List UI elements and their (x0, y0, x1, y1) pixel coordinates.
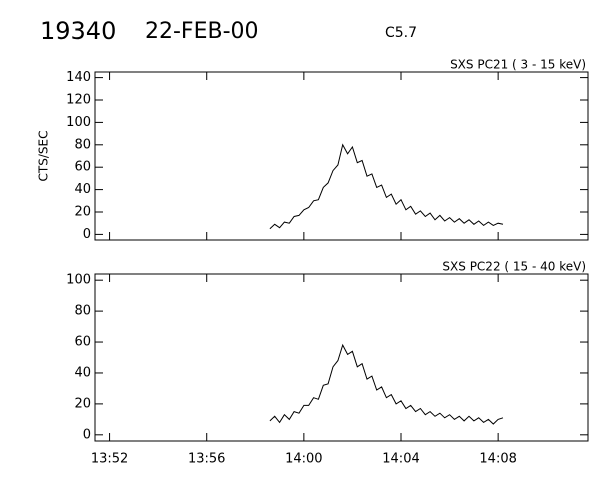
y-tick-label: 0 (83, 227, 91, 242)
y-tick-label: 60 (74, 160, 91, 175)
annotation: C5.7 (385, 25, 417, 41)
panel-label: SXS PC22 ( 15 - 40 keV) (442, 260, 586, 274)
x-tick-label: 13:56 (188, 452, 225, 467)
plot-frame (94, 71, 589, 241)
chart-title: 19340 (40, 17, 116, 45)
y-tick-label: 0 (83, 427, 91, 442)
y-tick-label: 140 (66, 70, 91, 85)
y-tick-label: 20 (74, 396, 91, 411)
y-tick-label: 80 (74, 137, 91, 152)
plot-frame (94, 273, 589, 442)
data-line (269, 143, 504, 230)
y-tick-label: 40 (74, 182, 91, 197)
x-tick-label: 13:52 (91, 452, 128, 467)
x-tick-label: 14:08 (479, 452, 516, 467)
data-line (269, 343, 504, 425)
y-tick-label: 20 (74, 205, 91, 220)
x-tick-label: 14:04 (382, 452, 419, 467)
y-tick-label: 60 (74, 335, 91, 350)
x-tick-label: 14:00 (285, 452, 322, 467)
y-tick-label: 100 (66, 115, 91, 130)
chart-subtitle: 22-FEB-00 (145, 19, 259, 44)
y-tick-label: 80 (74, 304, 91, 319)
y-tick-label: 120 (66, 93, 91, 108)
panel-label: SXS PC21 ( 3 - 15 keV) (450, 58, 586, 72)
y-axis-label: CTS/SEC (37, 131, 51, 182)
y-tick-label: 40 (74, 365, 91, 380)
y-tick-label: 100 (66, 273, 91, 288)
